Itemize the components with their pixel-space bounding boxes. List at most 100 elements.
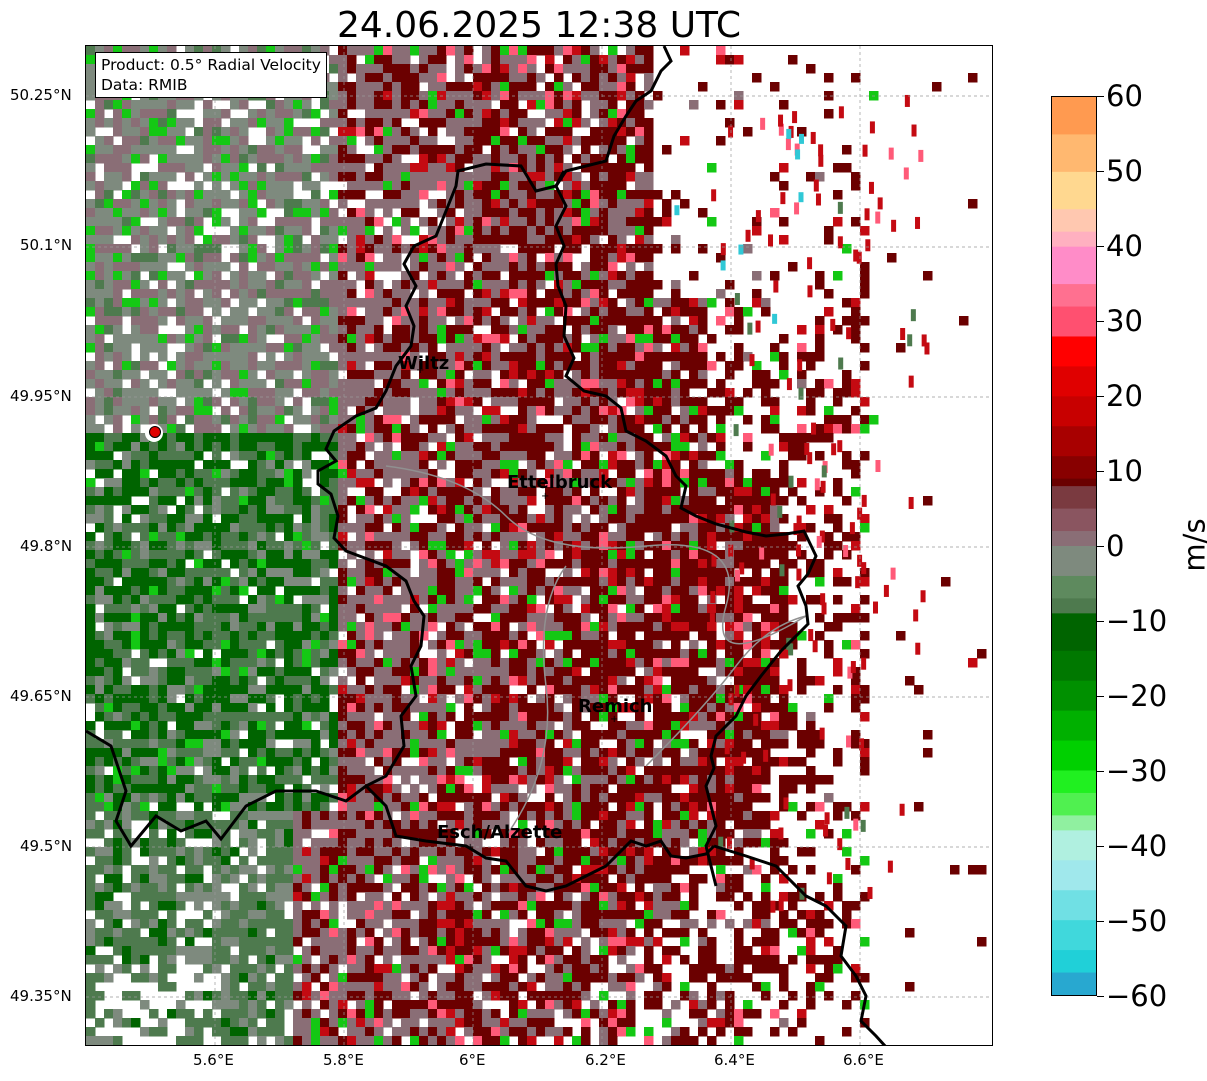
velocity-bin <box>536 226 546 236</box>
velocity-bin <box>257 415 267 425</box>
velocity-bin <box>410 703 420 713</box>
velocity-bin <box>311 415 321 425</box>
velocity-bin <box>590 172 600 182</box>
velocity-bin <box>293 361 303 371</box>
velocity-bin <box>302 271 312 281</box>
velocity-bin <box>356 370 366 380</box>
velocity-bin <box>437 550 447 560</box>
velocity-bin <box>374 82 384 92</box>
velocity-bin <box>491 676 501 686</box>
velocity-bin <box>410 388 420 398</box>
velocity-bin <box>329 235 339 245</box>
velocity-bin <box>194 712 204 722</box>
velocity-bin <box>302 496 312 506</box>
velocity-bin <box>743 478 753 488</box>
velocity-bin <box>446 172 456 182</box>
velocity-bin <box>509 64 519 74</box>
velocity-bin <box>599 388 609 398</box>
velocity-bin <box>365 631 375 641</box>
velocity-bin <box>437 325 447 335</box>
velocity-bin <box>581 307 591 317</box>
velocity-bin <box>806 505 816 515</box>
velocity-bin <box>653 523 663 533</box>
velocity-bin <box>644 46 654 56</box>
velocity-bin <box>671 316 681 326</box>
velocity-bin <box>203 253 213 263</box>
velocity-bin <box>572 469 582 479</box>
velocity-bin <box>644 190 654 200</box>
velocity-bin <box>779 694 789 704</box>
velocity-bin <box>167 307 177 317</box>
velocity-bin <box>635 460 645 470</box>
velocity-bin <box>860 694 870 704</box>
velocity-bin <box>194 415 204 425</box>
velocity-bin <box>536 91 546 101</box>
velocity-bin <box>617 226 627 236</box>
velocity-bin <box>230 415 240 425</box>
velocity-bin <box>779 352 789 362</box>
velocity-bin <box>230 712 240 722</box>
velocity-bin <box>329 559 339 569</box>
velocity-bin <box>446 181 456 191</box>
velocity-bin <box>563 262 573 272</box>
velocity-bin <box>320 487 330 497</box>
velocity-bin <box>491 118 501 128</box>
velocity-bin <box>239 613 249 623</box>
velocity-bin <box>248 496 258 506</box>
velocity-bin <box>617 559 627 569</box>
velocity-bin <box>608 298 618 308</box>
velocity-bin <box>725 496 735 506</box>
velocity-bin <box>509 469 519 479</box>
velocity-bin <box>698 586 708 596</box>
velocity-bin <box>509 478 519 488</box>
velocity-bin <box>635 649 645 659</box>
velocity-bin <box>158 262 168 272</box>
velocity-bin <box>626 577 636 587</box>
velocity-bin <box>536 271 546 281</box>
velocity-bin <box>671 379 681 389</box>
velocity-bin <box>743 694 753 704</box>
velocity-bin <box>482 316 492 326</box>
velocity-bin <box>419 136 429 146</box>
velocity-bin <box>203 271 213 281</box>
velocity-bin <box>284 424 294 434</box>
velocity-bin <box>482 424 492 434</box>
velocity-bin <box>239 199 249 209</box>
velocity-bin <box>635 550 645 560</box>
velocity-bin <box>626 145 636 155</box>
velocity-bin <box>338 280 348 290</box>
velocity-bin <box>383 82 393 92</box>
velocity-bin <box>797 550 807 560</box>
velocity-bin <box>311 433 321 443</box>
velocity-bin <box>284 613 294 623</box>
velocity-bin <box>293 478 303 488</box>
velocity-bin <box>464 190 474 200</box>
velocity-bin <box>257 307 267 317</box>
velocity-bin <box>518 667 528 677</box>
velocity-bin <box>752 523 762 533</box>
velocity-bin <box>86 172 96 182</box>
velocity-bin <box>140 172 150 182</box>
velocity-bin <box>131 604 141 614</box>
velocity-bin <box>608 46 618 56</box>
velocity-bin <box>95 613 105 623</box>
velocity-bin <box>320 217 330 227</box>
velocity-bin <box>95 631 105 641</box>
velocity-bin <box>500 469 510 479</box>
velocity-bin <box>482 226 492 236</box>
radar-map[interactable]: + Wiltz + Ettelbruck + Remich + Esch/Alzette <box>85 45 993 1046</box>
velocity-bin <box>185 298 195 308</box>
velocity-bin <box>185 469 195 479</box>
velocity-bin <box>95 424 105 434</box>
velocity-bin <box>140 622 150 632</box>
velocity-bin <box>824 694 834 704</box>
velocity-bin <box>464 226 474 236</box>
velocity-bin <box>95 649 105 659</box>
velocity-bin <box>572 424 582 434</box>
velocity-bin <box>446 289 456 299</box>
velocity-bin <box>554 370 564 380</box>
velocity-bin <box>518 46 528 56</box>
velocity-bin <box>113 343 123 353</box>
velocity-bin <box>131 541 141 551</box>
velocity-bin <box>455 325 465 335</box>
